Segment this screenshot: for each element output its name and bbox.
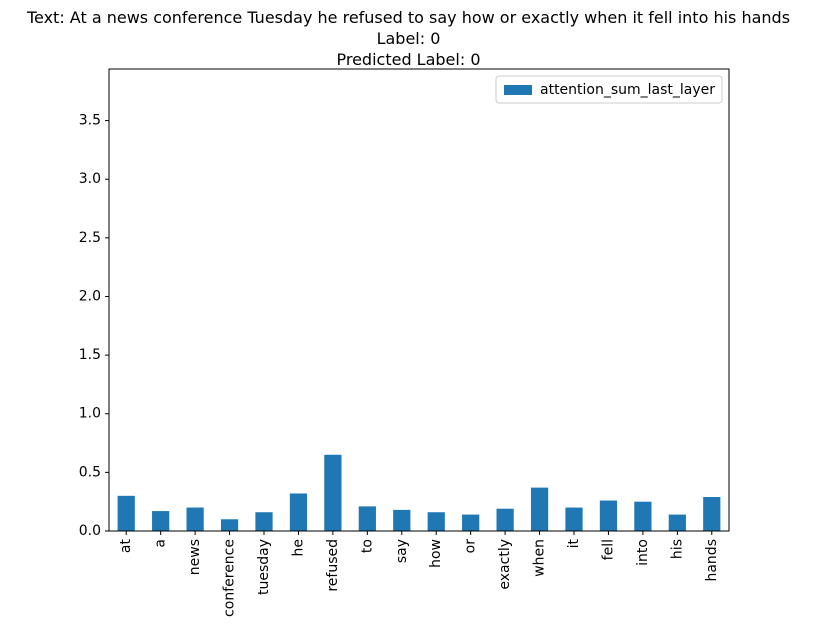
chart-title-line-3: Predicted Label: 0 [336,50,481,69]
legend: attention_sum_last_layer [495,75,723,104]
y-axis: 0.0 0.5 1.0 1.5 2.0 2.5 3.0 3.5 [79,113,109,539]
legend-label: attention_sum_last_layer [540,82,715,98]
bar-conference [220,519,239,531]
x-tick-label: he [290,539,306,557]
y-tick-label: 1.5 [79,347,101,363]
bar-into [634,501,652,531]
x-tick-label: tuesday [256,539,272,595]
y-tick-label: 3.0 [79,171,101,187]
x-tick-label: conference [222,539,238,617]
x-tick-label: how [428,539,444,568]
x-tick-label: at [118,538,134,553]
bar-news [186,507,204,531]
x-tick-label: exactly [497,539,513,590]
bar-at [117,495,135,531]
bar-hands [703,496,721,531]
bar-it [565,507,583,531]
bar-refused [324,454,342,531]
x-tick-label: his [669,539,685,559]
bar-when [530,487,549,531]
bar-how [427,512,445,531]
x-tick-label: a [153,539,169,548]
x-tick-label: when [532,539,548,577]
bar-to [358,506,376,531]
y-tick-label: 2.0 [79,288,101,304]
legend-swatch [504,85,532,95]
bar-a [152,511,170,531]
x-tick-label: news [187,539,203,575]
x-tick-label: into [635,539,651,566]
bar-tuesday [255,512,273,531]
bar-fell [599,500,618,531]
chart-title-line-1: Text: At a news conference Tuesday he re… [26,8,791,27]
bar-he [289,493,308,531]
legend-box [495,75,723,104]
y-tick-label: 2.5 [79,230,101,246]
bar-exactly [496,508,514,531]
x-tick-label: or [463,539,479,554]
chart-title-line-2: Label: 0 [376,29,441,48]
plot-frame [108,68,730,532]
x-tick-label: say [394,539,410,563]
bar-group [117,454,721,531]
y-tick-label: 0.5 [79,464,101,480]
bar-say [393,509,411,531]
bar-his [668,514,686,531]
y-tick-label: 3.5 [79,113,101,129]
y-tick-label: 1.0 [79,406,101,422]
x-tick-label: to [359,539,375,553]
x-tick-label: fell [600,539,616,560]
x-tick-label: hands [704,539,720,582]
x-tick-label: it [566,539,582,549]
x-tick-label: refused [325,539,341,592]
bar-or [462,514,480,531]
y-tick-label: 0.0 [79,523,101,539]
x-axis: at a news conference tuesday he refused to say ho… [118,531,720,617]
